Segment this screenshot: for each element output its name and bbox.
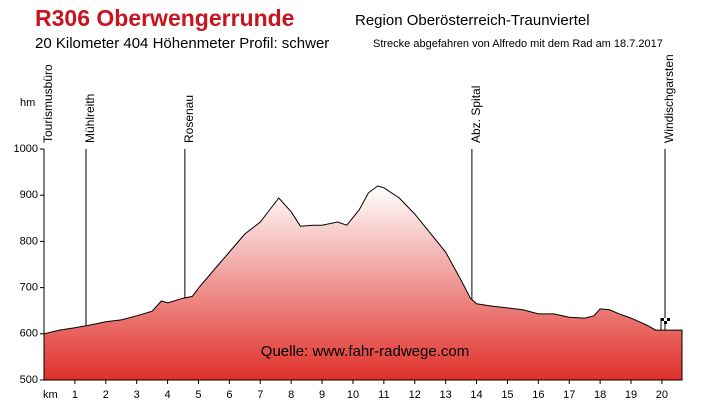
x-tick-label: 3 (134, 389, 140, 401)
x-tick-label: 4 (165, 389, 171, 401)
x-tick-label: 1 (72, 389, 78, 401)
waypoint-label: Tourismusbüro (41, 64, 55, 143)
credit: Strecke abgefahren von Alfredo mit dem R… (373, 38, 663, 50)
y-tick-label: 800 (20, 235, 38, 247)
y-tick-label: 500 (20, 374, 38, 386)
x-tick-label: 9 (319, 389, 325, 401)
x-tick-label: 6 (226, 389, 232, 401)
x-tick-label: 16 (532, 389, 544, 401)
x-tick-label: 13 (440, 389, 452, 401)
flag (664, 321, 668, 324)
chart-title: R306 Oberwengerrunde (35, 5, 294, 31)
x-tick-label: 15 (501, 389, 513, 401)
x-tick-label: 18 (594, 389, 606, 401)
y-tick-label: 1000 (14, 143, 38, 155)
x-tick-label: 8 (288, 389, 294, 401)
x-tick-label: 7 (257, 389, 263, 401)
elevation-area (43, 185, 683, 381)
flag (664, 318, 668, 321)
y-tick-label: 600 (20, 328, 38, 340)
y-axis-label: hm (20, 97, 35, 109)
flag (667, 318, 671, 321)
y-tick-label: 900 (20, 189, 38, 201)
stats: 20 Kilometer 404 Höhenmeter Profil: schw… (35, 35, 329, 52)
x-tick-label: 17 (563, 389, 575, 401)
y-tick-label: 700 (20, 282, 38, 294)
source: Quelle: www.fahr-radwege.com (261, 343, 469, 360)
x-axis-label: km (43, 389, 58, 401)
x-tick-label: 20 (656, 389, 668, 401)
flag (667, 321, 671, 324)
region: Region Oberösterreich-Traunviertel (355, 12, 590, 29)
waypoint-label: Windischgarsten (662, 54, 676, 143)
waypoint-label: Rosenau (182, 95, 196, 143)
flag (661, 321, 665, 324)
x-tick-label: 10 (347, 389, 359, 401)
x-tick-label: 2 (103, 389, 109, 401)
x-tick-label: 19 (625, 389, 637, 401)
x-tick-label: 12 (409, 389, 421, 401)
waypoint-label: Abz. Spital (469, 86, 483, 143)
waypoint-label: Mühlreith (83, 94, 97, 143)
x-tick-label: 14 (470, 389, 482, 401)
x-tick-label: 5 (195, 389, 201, 401)
flag (661, 318, 665, 321)
x-tick-label: 11 (378, 389, 389, 401)
